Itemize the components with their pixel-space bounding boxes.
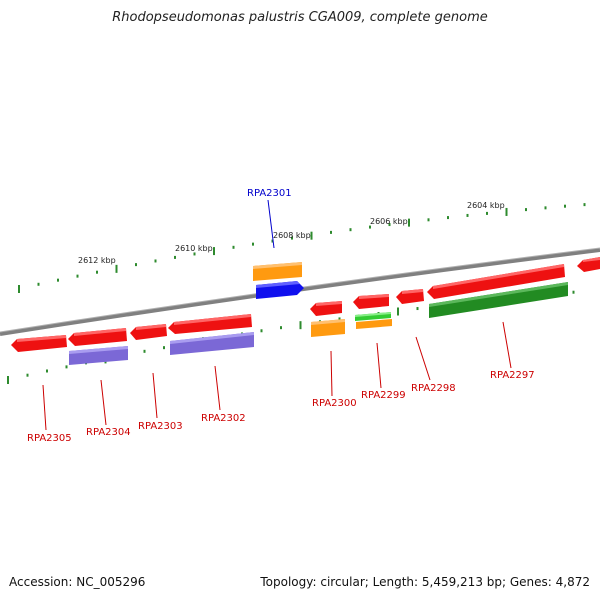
gene-feature-RPA2304[interactable] <box>68 328 127 346</box>
leader-line <box>152 372 158 419</box>
minor-tick <box>349 228 352 232</box>
gene-label[interactable]: RPA2303 <box>138 421 183 432</box>
gene-label[interactable]: RPA2300 <box>312 398 357 409</box>
minor-tick <box>193 252 196 256</box>
gene-label[interactable]: RPA2298 <box>411 383 456 394</box>
gene-label[interactable]: RPA2299 <box>361 390 406 401</box>
major-tick <box>505 207 508 216</box>
minor-tick <box>57 278 59 282</box>
minor-tick <box>486 211 488 215</box>
minor-tick <box>338 317 341 321</box>
minor-tick <box>427 218 430 222</box>
gene-feature-RPA2299-green[interactable] <box>355 312 391 321</box>
gene-feature-RPA2297-green[interactable] <box>429 282 568 318</box>
major-tick <box>299 321 302 330</box>
minor-tick <box>252 242 254 246</box>
gene-feature-RPA2300[interactable] <box>310 301 342 316</box>
minor-tick <box>544 206 547 210</box>
minor-tick <box>271 239 274 243</box>
minor-tick <box>291 236 293 240</box>
leader-line <box>502 321 512 369</box>
major-tick <box>115 264 118 273</box>
minor-tick <box>525 208 527 212</box>
minor-tick <box>26 373 29 377</box>
gene-label[interactable]: RPA2302 <box>201 413 246 424</box>
minor-tick <box>447 216 449 220</box>
page-title: Rhodopseudomonas palustris CGA009, compl… <box>112 10 488 25</box>
gene-feature-RPA2299[interactable] <box>353 294 389 309</box>
leader-line <box>376 342 382 389</box>
gene-label[interactable]: RPA2297 <box>490 370 535 381</box>
major-tick <box>397 307 399 316</box>
major-tick <box>7 376 9 384</box>
minor-tick <box>96 270 98 274</box>
minor-tick <box>466 213 469 217</box>
minor-tick <box>280 326 282 330</box>
scale-label: 2610 kbp <box>175 244 213 253</box>
leader-line <box>42 384 47 431</box>
gene-label[interactable]: RPA2301 <box>247 188 292 199</box>
scale-label: 2604 kbp <box>467 201 505 210</box>
minor-tick <box>388 223 391 227</box>
minor-tick <box>369 225 371 229</box>
major-tick <box>213 247 215 256</box>
leader-line <box>415 336 431 381</box>
topology-label: Topology: circular; Length: 5,459,213 bp… <box>260 575 590 589</box>
gene-feature-RPA2297[interactable] <box>427 264 565 299</box>
minor-tick <box>143 349 146 353</box>
minor-tick <box>232 245 235 249</box>
minor-tick <box>260 329 263 333</box>
leader-line <box>267 199 275 249</box>
major-tick <box>408 218 410 227</box>
accession-label: Accession: NC_005296 <box>9 575 146 589</box>
major-tick <box>18 285 20 293</box>
gene-feature-RPA2300-orange[interactable] <box>311 319 345 337</box>
minor-tick <box>330 230 332 234</box>
minor-tick <box>564 204 566 208</box>
gene-feature-RPA2301[interactable] <box>256 281 304 299</box>
scale-label: 2606 kbp <box>370 217 408 226</box>
gene-feature-RPA2298[interactable] <box>396 289 424 304</box>
outer-tick-row <box>18 203 586 293</box>
gene-feature-RPA2303[interactable] <box>130 324 167 340</box>
gene-feature-partial[interactable] <box>577 257 600 272</box>
leader-line <box>330 350 333 397</box>
major-tick <box>310 231 313 240</box>
gene-feature-RPA2304-purple[interactable] <box>69 346 128 365</box>
minor-tick <box>135 263 137 267</box>
scale-label: 2608 kbp <box>273 231 311 240</box>
gene-feature-RPA2302-purple[interactable] <box>170 332 254 355</box>
minor-tick <box>163 346 165 350</box>
minor-tick <box>572 290 575 294</box>
gene-feature-RPA2305[interactable] <box>11 335 67 352</box>
minor-tick <box>154 259 157 263</box>
leader-line <box>214 365 221 411</box>
minor-tick <box>174 255 176 259</box>
gene-feature-RPA2299-orange[interactable] <box>356 319 392 329</box>
minor-tick <box>37 282 40 286</box>
gene-feature-RPA2302[interactable] <box>168 314 252 334</box>
minor-tick <box>65 365 68 369</box>
gene-label[interactable]: RPA2304 <box>86 427 131 438</box>
minor-tick <box>416 307 419 311</box>
minor-tick <box>583 203 586 207</box>
gene-label[interactable]: RPA2305 <box>27 433 72 444</box>
scale-label: 2612 kbp <box>78 256 116 265</box>
leader-line <box>100 379 107 426</box>
minor-tick <box>76 274 79 278</box>
minor-tick <box>46 369 48 373</box>
gene-feature-RPA2301-orange[interactable] <box>253 262 302 281</box>
